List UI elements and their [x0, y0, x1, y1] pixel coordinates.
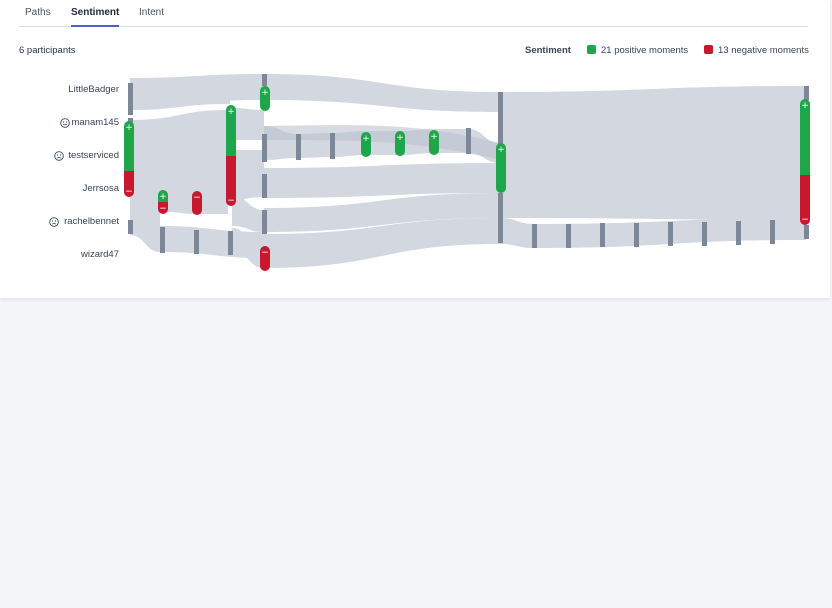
flow-band [232, 196, 264, 232]
plus-icon: + [227, 107, 235, 117]
flow-node [804, 225, 809, 239]
plus-icon: + [261, 88, 269, 98]
flow-node [330, 133, 335, 159]
negative-moment-marker [800, 175, 810, 225]
participant-name-jerrsosa[interactable]: Jerrsosa [82, 183, 119, 194]
flow-band [264, 218, 500, 268]
flow-node [532, 224, 537, 248]
flow-node [228, 231, 233, 255]
legend-title: Sentiment [525, 45, 571, 56]
tab-sentiment[interactable]: Sentiment [71, 7, 120, 27]
plus-icon: + [497, 145, 505, 155]
flow-node [262, 174, 267, 198]
legend-positive-swatch [587, 45, 596, 54]
negative-moment-marker [226, 156, 236, 206]
flow-node [736, 221, 741, 245]
flow-node [128, 83, 133, 115]
tab-bar: Paths Sentiment Intent [19, 0, 808, 27]
flow-band [500, 86, 806, 220]
flow-node [128, 220, 133, 234]
flow-node [296, 134, 301, 160]
positive-moment-marker [158, 190, 168, 202]
flow-node [600, 223, 605, 247]
flow-band [130, 225, 160, 252]
positive-moment-marker [395, 131, 405, 156]
flow-band [264, 125, 500, 160]
negative-moment-marker [192, 191, 202, 215]
plus-icon: + [801, 101, 809, 111]
legend-negative-swatch [704, 45, 713, 54]
flow-band [264, 74, 500, 112]
minus-icon: − [193, 193, 201, 203]
flow-node [668, 222, 673, 246]
participants-count: 6 participants [19, 45, 76, 56]
plus-icon: + [396, 133, 404, 143]
sentiment-flow-diagram: + − + − − + − + − + + + + + − [124, 74, 810, 271]
negative-moment-marker [124, 171, 134, 197]
negative-moment-marker [260, 246, 270, 271]
flow-node [566, 224, 571, 248]
flow-band [130, 74, 264, 105]
legend-negative-label: 13 negative moments [718, 45, 809, 56]
flow-band [130, 110, 228, 205]
flow-node [702, 222, 707, 246]
positive-moment-marker [496, 143, 506, 193]
flow-band [264, 163, 500, 198]
flow-node [498, 193, 503, 243]
minus-icon: − [261, 248, 269, 258]
positive-moment-marker [800, 99, 810, 175]
plus-icon: + [430, 132, 438, 142]
negative-moment-marker [158, 202, 168, 214]
participant-name-testserviced[interactable]: testserviced [68, 150, 119, 161]
participant-name-wizard47[interactable]: wizard47 [80, 249, 119, 260]
flow-node [262, 210, 267, 234]
flow-band [500, 218, 534, 248]
participant-name-littlebadger[interactable]: LittleBadger [68, 84, 119, 95]
tab-intent[interactable]: Intent [139, 7, 165, 18]
flow-band [264, 193, 500, 232]
minus-icon: − [227, 196, 235, 206]
flow-band [130, 97, 230, 110]
sentiment-panel: Paths Sentiment Intent 6 participants Se… [0, 0, 830, 298]
tab-paths[interactable]: Paths [25, 7, 51, 18]
frown-face-icon [49, 217, 59, 227]
flow-node [466, 128, 471, 154]
positive-moment-marker [429, 130, 439, 155]
flow-band [196, 186, 228, 214]
flow-node [194, 230, 199, 254]
plus-icon: + [362, 134, 370, 144]
plus-icon: + [125, 123, 133, 133]
positive-moment-marker [361, 132, 371, 157]
frown-face-icon [54, 151, 64, 161]
minus-icon: − [125, 187, 133, 197]
flow-node [498, 92, 503, 144]
flow-node [804, 86, 809, 100]
flow-band [166, 190, 196, 214]
sentiment-markers: + − + − − + − + − + + + + + − [124, 86, 810, 271]
flow-node [262, 134, 267, 162]
flow-node [634, 223, 639, 247]
legend-positive-label: 21 positive moments [601, 45, 689, 56]
flow-node [262, 74, 267, 86]
flow-band [232, 108, 264, 140]
participant-name-manam145[interactable]: manam145 [71, 117, 119, 128]
flow-band [232, 150, 264, 200]
flow-node [160, 227, 165, 253]
flow-node [770, 220, 775, 244]
positive-moment-marker [260, 86, 270, 111]
positive-moment-marker [124, 121, 134, 171]
minus-icon: − [159, 204, 167, 214]
positive-moment-marker [226, 105, 236, 156]
participant-name-rachelbennet[interactable]: rachelbennet [64, 216, 119, 227]
flow-band [232, 228, 264, 268]
plus-icon: + [159, 192, 167, 202]
flow-nodes [128, 74, 809, 255]
smile-face-icon [60, 118, 70, 128]
minus-icon: − [801, 215, 809, 225]
